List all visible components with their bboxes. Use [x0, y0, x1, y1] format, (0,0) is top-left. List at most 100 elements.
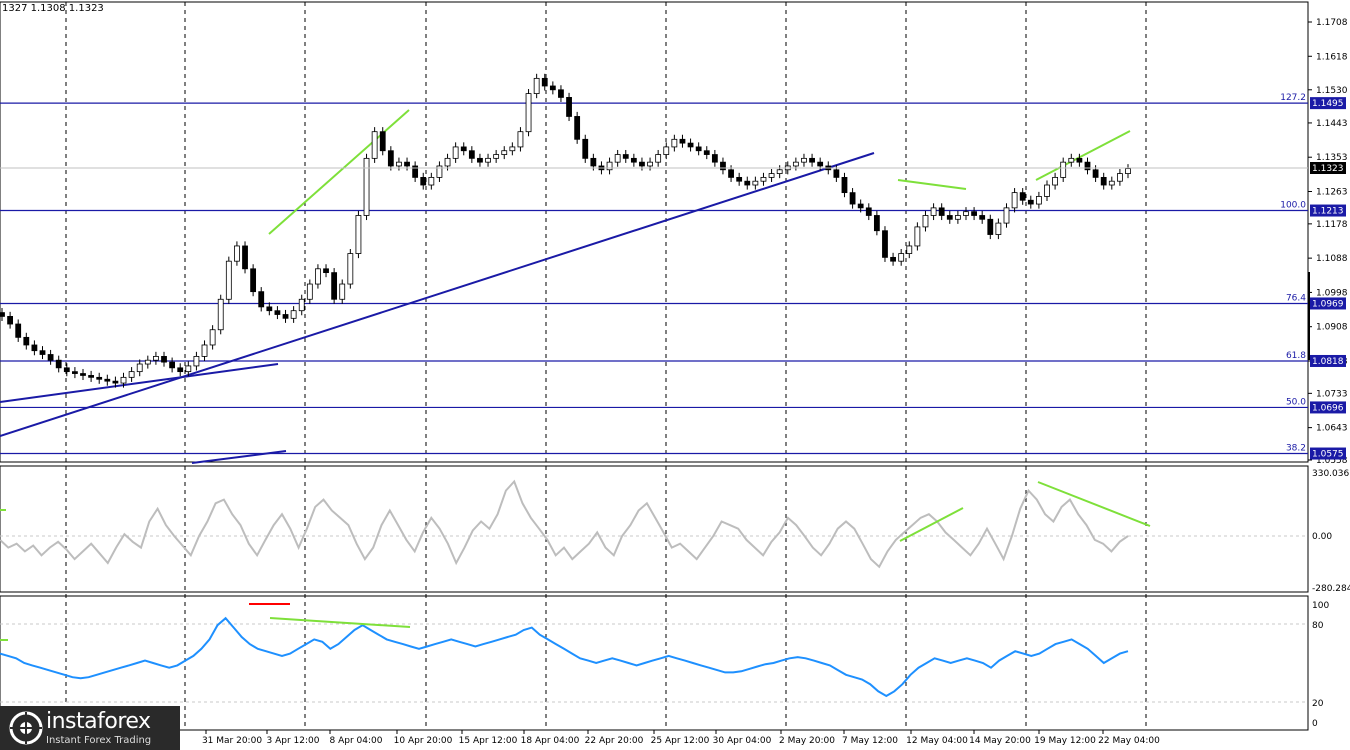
cci-divergence-2 — [1037, 481, 1151, 527]
price-tick-label: 1.0733 — [1316, 389, 1348, 399]
candle — [128, 371, 135, 378]
candle — [112, 380, 119, 384]
candle — [387, 150, 394, 167]
fib-price-label: 1.1495 — [1312, 99, 1344, 109]
candle — [331, 272, 338, 300]
candle — [995, 222, 1002, 235]
candle — [736, 176, 743, 182]
candle — [890, 256, 896, 262]
candle — [485, 157, 491, 163]
cci-max-label: 330.0361 — [1312, 469, 1350, 479]
candle — [792, 161, 799, 167]
cci-line — [0, 479, 1129, 569]
candle — [671, 138, 678, 148]
price-tick-label: 1.1263 — [1316, 187, 1348, 197]
time-label: 7 May 12:00 — [842, 736, 898, 746]
candle — [282, 314, 289, 319]
time-label: 19 May 12:00 — [1034, 736, 1096, 746]
time-label: 3 Apr 12:00 — [267, 736, 320, 746]
candle — [412, 165, 419, 178]
candle — [1044, 184, 1050, 197]
candle — [873, 215, 880, 232]
fib-price-tag — [1310, 447, 1346, 460]
candle — [80, 373, 86, 376]
divergence-line-2 — [897, 179, 967, 190]
candle — [906, 245, 913, 254]
time-label: 30 Apr 04:00 — [713, 736, 772, 746]
candle — [23, 336, 30, 346]
price-tick-label: 1.1618 — [1316, 52, 1348, 62]
candle — [509, 146, 516, 152]
fib-price-tag — [1310, 354, 1346, 367]
candle — [946, 215, 953, 220]
candle — [971, 211, 977, 216]
candle — [363, 157, 370, 216]
candle — [250, 268, 257, 293]
candle — [242, 245, 248, 270]
cci-zero-label: 0.00 — [1312, 532, 1332, 542]
last-price-label: 1.1323 — [1312, 164, 1344, 174]
candle — [639, 161, 645, 167]
candle — [630, 157, 637, 163]
rsi-label-80: 80 — [1312, 621, 1324, 631]
cci-axis-labels: 330.0361 0.00 -280.2849 — [1312, 469, 1350, 594]
time-label: 2 May 20:00 — [779, 736, 835, 746]
candle — [144, 359, 151, 365]
candle — [63, 367, 70, 373]
fib-price-tag — [1310, 401, 1346, 414]
candle — [622, 154, 629, 159]
ohlc-header: 1327 1.1308 1.1323 — [2, 3, 104, 14]
bottom-short-line — [191, 450, 287, 464]
candle — [566, 97, 572, 117]
candle — [477, 157, 483, 163]
candle — [177, 367, 184, 373]
candle — [47, 354, 54, 361]
candle — [849, 192, 856, 205]
candle — [1068, 157, 1075, 163]
candle — [817, 161, 824, 167]
candle — [574, 116, 581, 140]
candle — [801, 157, 807, 163]
candle — [371, 131, 378, 159]
rsi-label-100: 100 — [1312, 601, 1329, 611]
time-label: 22 Apr 20:00 — [585, 736, 644, 746]
candle — [987, 218, 994, 235]
price-tick-label: 1.0643 — [1316, 424, 1348, 434]
price-tick-label: 1.1443 — [1316, 119, 1348, 129]
candle — [234, 245, 240, 262]
candle — [323, 268, 329, 274]
logo-brand-text: instaforex — [46, 709, 151, 734]
candle — [525, 93, 532, 133]
candle — [290, 310, 297, 319]
candle — [136, 363, 143, 373]
candle — [1011, 192, 1018, 209]
candle — [1125, 168, 1131, 174]
candle — [1019, 192, 1026, 201]
time-axis: 31 Mar 20:00 3 Apr 12:00 8 Apr 04:00 10 Apr… — [202, 730, 1160, 746]
candle — [428, 176, 435, 186]
instaforex-logo: instaforex Instant Forex Trading — [0, 706, 180, 750]
candle — [703, 150, 710, 155]
candle — [379, 131, 386, 152]
fibonacci-labels: 127.2 1.1495 100.0 1.1213 76.4 1.0969 61.8 1.08… — [1280, 93, 1346, 460]
candle — [1060, 161, 1067, 178]
candle — [347, 253, 354, 285]
candle — [614, 154, 621, 163]
candle — [647, 161, 653, 167]
candle — [355, 215, 362, 254]
fib-price-label: 1.0969 — [1312, 299, 1344, 309]
candle — [420, 176, 427, 186]
cci-min-label: -280.2849 — [1312, 584, 1350, 594]
time-label: 8 Apr 04:00 — [330, 736, 383, 746]
candle — [315, 268, 321, 285]
fib-price-label: 1.0818 — [1312, 357, 1344, 367]
candle — [1076, 157, 1083, 163]
candle — [1035, 196, 1042, 205]
time-label: 12 May 04:00 — [906, 736, 968, 746]
lower-support-line — [0, 363, 279, 403]
candle — [558, 89, 564, 98]
price-tick-label: 1.1088 — [1316, 254, 1348, 264]
candle — [938, 207, 945, 216]
fib-ratio-label: 76.4 — [1286, 293, 1306, 303]
